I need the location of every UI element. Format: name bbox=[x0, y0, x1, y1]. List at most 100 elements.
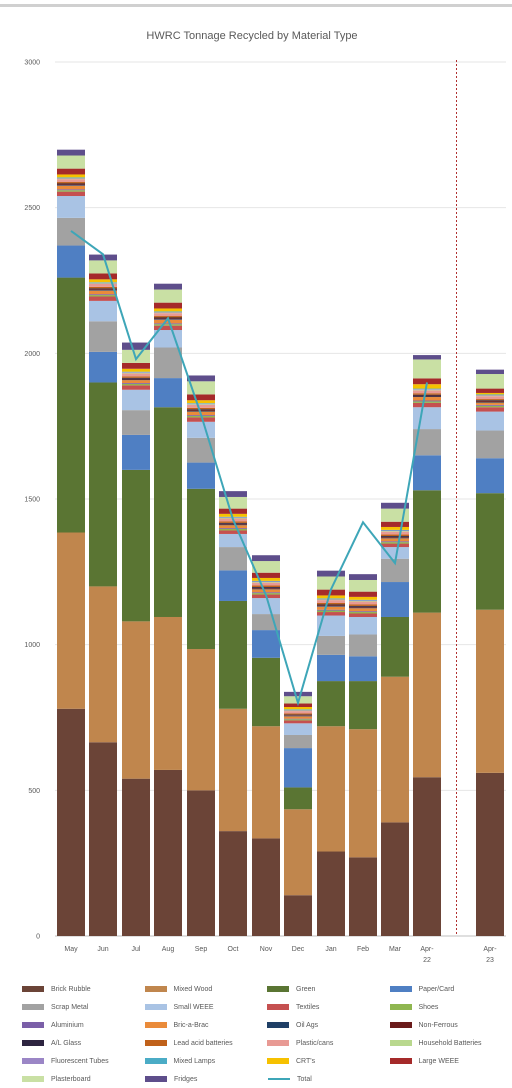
bar-segment bbox=[476, 773, 504, 936]
bar-segment bbox=[154, 313, 182, 316]
bar-segment bbox=[317, 600, 345, 601]
x-tick-label: Dec bbox=[292, 946, 305, 953]
legend-item: Paper/Card bbox=[390, 986, 512, 993]
bar-segment bbox=[187, 394, 215, 400]
bar-segment bbox=[284, 895, 312, 936]
bar-segment bbox=[381, 677, 409, 823]
bar-segment bbox=[252, 630, 280, 658]
bar-stack bbox=[187, 375, 215, 936]
bar-segment bbox=[349, 604, 377, 605]
bar-segment bbox=[349, 602, 377, 605]
bar-segment bbox=[284, 692, 312, 696]
bar-segment bbox=[349, 611, 377, 612]
bar-segment bbox=[187, 790, 215, 936]
bar-segment bbox=[284, 809, 312, 895]
bar-segment bbox=[284, 709, 312, 710]
legend-label: Textiles bbox=[296, 1004, 319, 1011]
bar-segment bbox=[413, 389, 441, 390]
legend-item: Lead acid batteries bbox=[145, 1040, 268, 1047]
bar-segment bbox=[57, 179, 85, 180]
bar-segment bbox=[476, 389, 504, 393]
bar-segment bbox=[89, 291, 117, 294]
bar-segment bbox=[57, 174, 85, 177]
legend-label: Brick Rubble bbox=[51, 986, 91, 993]
bar-segment bbox=[89, 294, 117, 295]
bar-segment bbox=[122, 363, 150, 369]
bar-segment bbox=[284, 787, 312, 809]
bar-segment bbox=[317, 726, 345, 851]
bar-segment bbox=[476, 400, 504, 401]
bar-segment bbox=[349, 681, 377, 729]
bar-segment bbox=[57, 156, 85, 169]
y-tick-label: 500 bbox=[28, 788, 40, 795]
chart-title: HWRC Tonnage Recycled by Material Type bbox=[146, 30, 357, 42]
legend-swatch bbox=[145, 1022, 167, 1028]
bar-segment bbox=[413, 613, 441, 778]
bar-segment bbox=[219, 530, 247, 533]
bar-segment bbox=[89, 295, 117, 296]
bar-segment bbox=[317, 598, 345, 599]
legend-label: Green bbox=[296, 986, 315, 993]
legend-swatch bbox=[22, 1040, 44, 1046]
y-tick-label: 1500 bbox=[24, 497, 40, 504]
legend-swatch bbox=[390, 1022, 412, 1028]
legend-label: Small WEEE bbox=[174, 1004, 214, 1011]
legend-item: Household Batteries bbox=[390, 1040, 512, 1047]
bar-segment bbox=[413, 407, 441, 429]
bar-segment bbox=[122, 390, 150, 410]
legend-swatch bbox=[390, 1040, 412, 1046]
bar-segment bbox=[413, 490, 441, 612]
bar-segment bbox=[284, 711, 312, 712]
legend-swatch bbox=[145, 1004, 167, 1010]
legend-label: Non-Ferrous bbox=[419, 1022, 458, 1029]
bar-segment bbox=[122, 384, 150, 385]
bar-segment bbox=[219, 525, 247, 526]
bar-segment bbox=[219, 831, 247, 936]
bar-segment bbox=[219, 709, 247, 831]
legend-row: Brick Rubble Mixed Wood Green Paper/Card bbox=[22, 980, 512, 998]
bar-segment bbox=[349, 617, 377, 634]
legend-item: Bric-a-Brac bbox=[145, 1022, 268, 1029]
bar-segment bbox=[89, 301, 117, 321]
bar-segment bbox=[89, 274, 117, 280]
bar-segment bbox=[284, 748, 312, 787]
bar-segment bbox=[349, 574, 377, 580]
bar-segment bbox=[187, 400, 215, 403]
bar-segment bbox=[154, 324, 182, 325]
bar-segment bbox=[413, 393, 441, 394]
bar-segment bbox=[57, 192, 85, 196]
bar-segment bbox=[317, 606, 345, 607]
bar-segment bbox=[381, 822, 409, 936]
legend-swatch bbox=[267, 1004, 289, 1010]
bar-segment bbox=[89, 352, 117, 383]
bar-segment bbox=[317, 607, 345, 610]
bar-segment bbox=[89, 297, 117, 301]
bar-segment bbox=[122, 435, 150, 470]
bar-segment bbox=[284, 715, 312, 716]
bar-segment bbox=[57, 186, 85, 189]
bar-stack bbox=[154, 284, 182, 936]
bar-segment bbox=[122, 376, 150, 377]
legend-swatch bbox=[22, 1058, 44, 1064]
bar-segment bbox=[122, 369, 150, 372]
bar-stack bbox=[252, 555, 280, 936]
bar-segment bbox=[349, 613, 377, 616]
bar-segment bbox=[57, 177, 85, 178]
legend-swatch bbox=[145, 1076, 167, 1082]
bar-segment bbox=[219, 525, 247, 528]
legend-item: Mixed Lamps bbox=[145, 1058, 268, 1065]
legend-item: Textiles bbox=[267, 1004, 390, 1011]
bar-segment bbox=[317, 603, 345, 604]
bar-segment bbox=[252, 658, 280, 726]
bar-segment bbox=[381, 535, 409, 536]
bar-segment bbox=[349, 656, 377, 681]
bar-segment bbox=[154, 348, 182, 379]
legend-label: Mixed Wood bbox=[174, 986, 213, 993]
bar-segment bbox=[349, 729, 377, 857]
bar-segment bbox=[187, 405, 215, 408]
bar-segment bbox=[219, 491, 247, 497]
bar-segment bbox=[252, 588, 280, 589]
